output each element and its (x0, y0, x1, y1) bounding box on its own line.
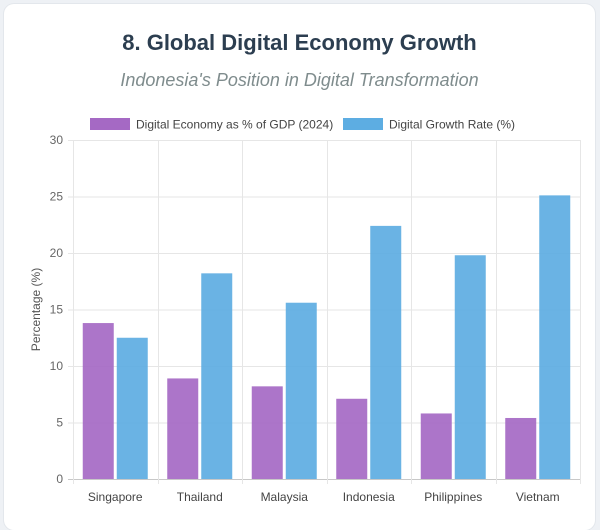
bar (116, 337, 148, 479)
x-tick-label: Philippines (424, 490, 482, 504)
legend-label: Digital Growth Rate (%) (389, 118, 515, 132)
bar (370, 225, 402, 479)
bar (167, 378, 199, 479)
legend-label: Digital Economy as % of GDP (2024) (136, 118, 333, 132)
bar (201, 273, 233, 479)
bar (505, 417, 537, 479)
y-axis-label: Percentage (%) (29, 268, 43, 351)
bar (251, 386, 283, 479)
y-tick-label: 25 (50, 190, 64, 204)
y-tick-label: 30 (50, 133, 64, 147)
legend-swatch (343, 118, 383, 130)
bars (82, 195, 571, 479)
bar (420, 413, 452, 479)
bar (454, 255, 486, 479)
x-tick-label: Vietnam (516, 490, 560, 504)
legend: Digital Economy as % of GDP (2024) Digita… (90, 118, 515, 132)
bar (82, 323, 114, 479)
chart-title: 8. Global Digital Economy Growth (122, 30, 477, 55)
x-tick-label: Thailand (177, 490, 223, 504)
y-tick-label: 15 (50, 303, 64, 317)
legend-swatch (90, 118, 130, 130)
bar (285, 302, 317, 479)
chart-subtitle: Indonesia's Position in Digital Transfor… (120, 70, 479, 90)
bar (336, 398, 368, 479)
x-tick-label: Indonesia (343, 490, 395, 504)
y-tick-label: 5 (56, 416, 63, 430)
x-tick-label: Singapore (88, 490, 143, 504)
y-tick-label: 10 (50, 359, 64, 373)
y-tick-label: 0 (56, 472, 63, 486)
axes: 0 5 10 15 20 25 30 Singapore Thailand Malaysia Ind… (29, 133, 560, 504)
grid-lines (68, 140, 581, 484)
y-tick-label: 20 (50, 246, 64, 260)
x-tick-label: Malaysia (261, 490, 309, 504)
bar (539, 195, 571, 479)
